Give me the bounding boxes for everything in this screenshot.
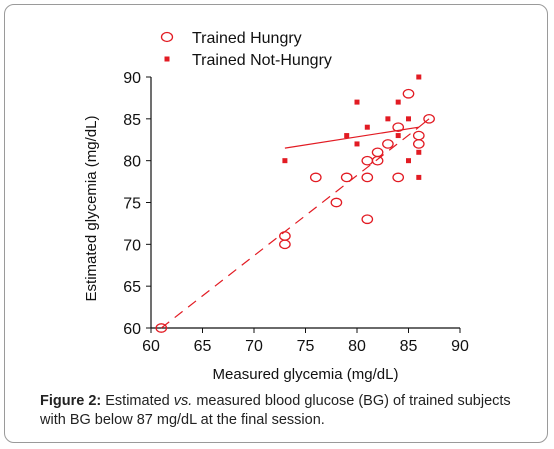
hungry-point — [423, 113, 435, 124]
hungry-point — [361, 172, 374, 183]
y-axis-label: Estimated glycemia (mg/dL) — [83, 116, 100, 302]
trendline-solid — [418, 118, 430, 128]
legend-label-not-hungry: Trained Not-Hungry — [192, 52, 332, 69]
x-tick-label: 60 — [142, 338, 160, 355]
hungry-point — [371, 147, 384, 158]
data-points — [155, 74, 435, 333]
x-axis-label: Measured glycemia (mg/dL) — [213, 366, 399, 383]
x-tick-label: 75 — [297, 338, 315, 355]
not-hungry-point — [416, 149, 422, 155]
x-tick-label: 85 — [400, 338, 418, 355]
not-hungry-point — [344, 133, 350, 139]
not-hungry-point — [395, 99, 401, 105]
hungry-point — [412, 130, 425, 141]
legend-marker-hungry — [160, 31, 174, 43]
x-tick-label: 90 — [451, 338, 469, 355]
not-hungry-point — [395, 133, 401, 139]
hungry-point — [309, 172, 322, 183]
not-hungry-point — [282, 158, 288, 164]
y-tick-label: 65 — [123, 279, 141, 296]
hungry-point — [392, 122, 405, 133]
hungry-point — [279, 231, 291, 241]
figure-frame — [4, 4, 548, 443]
y-tick-label: 70 — [123, 237, 141, 254]
hungry-point — [155, 323, 168, 333]
not-hungry-point — [406, 158, 411, 164]
legend-label-hungry: Trained Hungry — [192, 30, 302, 47]
caption-label: Figure 2: — [40, 393, 102, 409]
hungry-point — [392, 172, 405, 183]
hungry-point — [340, 172, 353, 183]
legend-marker-not-hungry — [164, 56, 170, 62]
not-hungry-point — [354, 141, 360, 147]
y-tick-label: 80 — [123, 154, 141, 171]
legend: Trained Hungry Trained Not-Hungry — [160, 30, 332, 69]
hungry-point — [330, 197, 343, 208]
y-tick-label: 75 — [123, 196, 141, 213]
not-hungry-point — [354, 99, 360, 105]
x-tick-label: 65 — [194, 338, 212, 355]
hungry-point — [361, 155, 374, 166]
x-tick-label: 70 — [245, 338, 263, 355]
caption-text-a: Estimated — [101, 393, 174, 409]
hungry-point — [361, 214, 374, 225]
y-tick-label: 90 — [123, 70, 141, 87]
y-tick-label: 60 — [123, 321, 141, 338]
axes: 60 65 70 75 80 85 90 60 65 70 75 80 85 90 — [123, 70, 469, 355]
hungry-point — [371, 155, 384, 166]
not-hungry-point — [416, 74, 422, 80]
hungry-point — [402, 88, 415, 99]
not-hungry-point — [406, 116, 411, 122]
caption-text-italic: vs. — [173, 393, 193, 409]
not-hungry-point — [364, 124, 370, 130]
hungry-point — [382, 139, 394, 149]
hungry-point — [412, 139, 425, 149]
not-hungry-point — [385, 116, 391, 122]
hungry-point — [279, 239, 291, 250]
caption-text-b: measured blood glucose (BG) of trained s… — [40, 393, 511, 428]
y-tick-label: 85 — [123, 112, 141, 129]
not-hungry-point — [416, 174, 422, 180]
trendlines — [160, 118, 430, 329]
figure-caption: Figure 2: Estimated vs. measured blood g… — [40, 392, 540, 430]
trendline-dashed — [160, 126, 420, 329]
x-tick-label: 80 — [348, 338, 366, 355]
